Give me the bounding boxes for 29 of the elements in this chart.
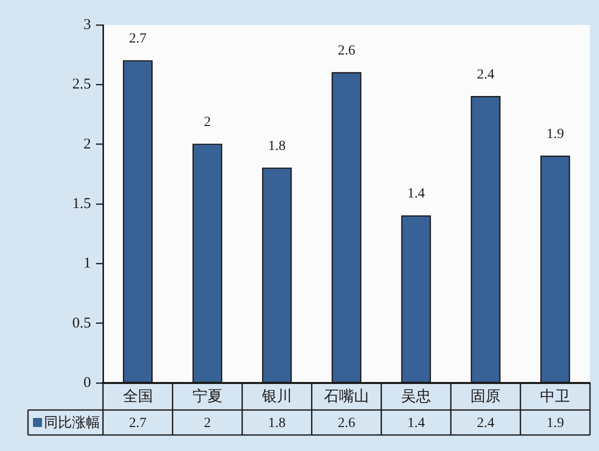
data-label: 2.4 — [476, 416, 494, 432]
annotation: 2.6 — [338, 43, 356, 58]
data-label: 2.7 — [129, 416, 147, 432]
y-tick-label: 0 — [84, 374, 91, 391]
y-tick-label: 2 — [84, 136, 91, 152]
y-tick-label: 3 — [84, 16, 91, 33]
x-tick-label: 固原 — [470, 388, 501, 405]
annotation: 1.9 — [546, 126, 564, 142]
annotation: 1.4 — [407, 186, 425, 202]
data-label: 1.9 — [546, 416, 564, 432]
x-tick-label: 石嘴山 — [324, 388, 369, 405]
data-label: 2.6 — [338, 416, 356, 432]
x-tick-label: 全国 — [122, 388, 153, 405]
annotation: 2 — [204, 115, 211, 130]
x-tick-label: 宁夏 — [192, 388, 222, 405]
y-tick-label: 0.5 — [72, 315, 91, 332]
y-tick-label: 2.5 — [72, 76, 91, 93]
annotation: 1.8 — [268, 138, 286, 154]
x-tick-label: 银川 — [260, 388, 292, 405]
legend-label: 同比涨幅 — [44, 415, 100, 432]
x-tick-label: 吴忠 — [401, 388, 432, 405]
y-tick-label: 1 — [84, 256, 91, 272]
data-label: 1.8 — [268, 416, 286, 432]
data-label: 1.4 — [407, 416, 425, 432]
data-label: 2 — [204, 416, 211, 432]
y-tick-label: 1.5 — [72, 196, 91, 212]
x-tick-label: 中卫 — [540, 388, 570, 405]
annotation: 2.4 — [476, 67, 494, 82]
annotation: 2.7 — [129, 31, 147, 46]
